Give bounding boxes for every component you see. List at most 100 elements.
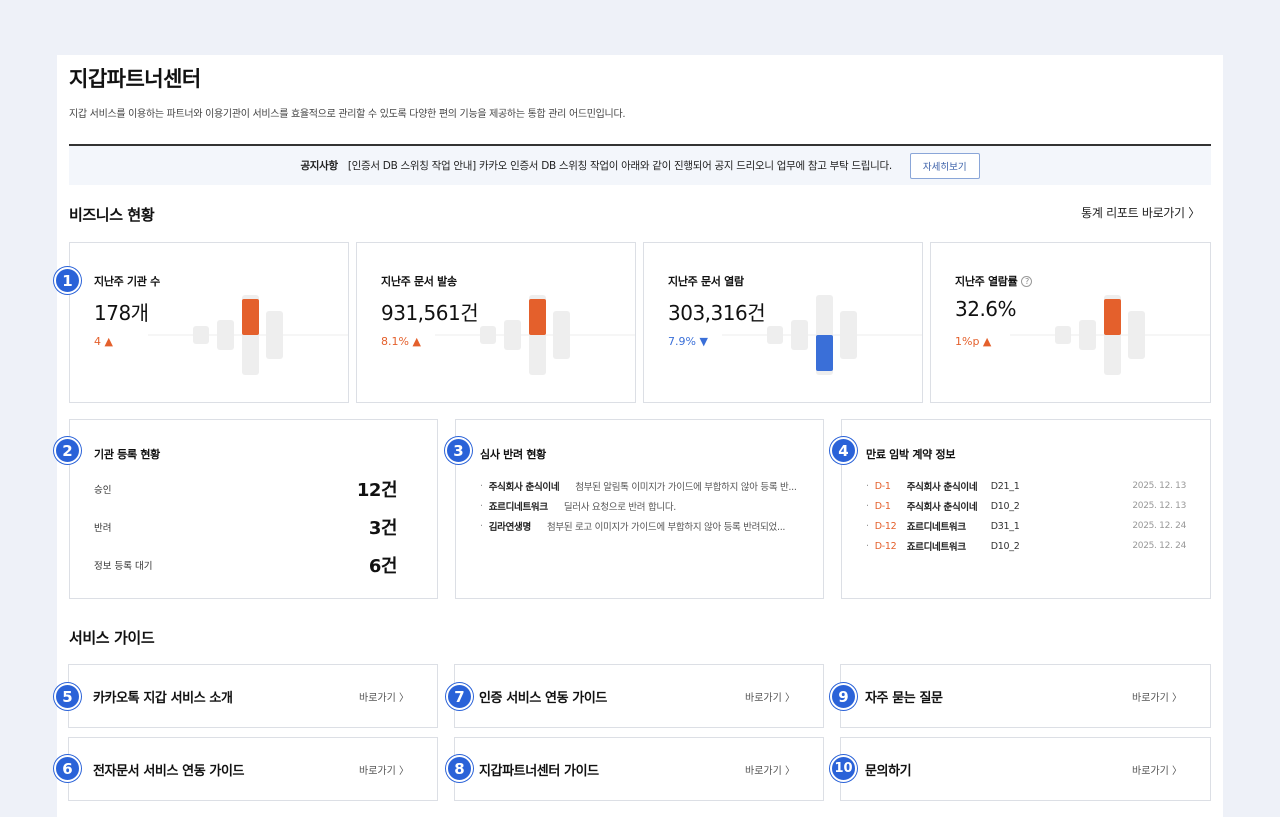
company-name: 주식회사 춘식이네	[906, 502, 978, 513]
contract-code: D10_2	[990, 540, 1020, 552]
list-item[interactable]: · D-1 주식회사 춘식이네 D21_1 2025. 12. 13	[866, 480, 1186, 494]
chart-bar	[1079, 320, 1096, 350]
rejection-title: 심사 반려 현황	[480, 448, 546, 461]
stat-mini-chart	[148, 295, 348, 375]
notice-bar: 공지사항 [인증서 DB 스위칭 작업 안내] 카카오 인증서 DB 스위칭 작…	[69, 146, 1211, 185]
annotation-badge: 10	[830, 755, 857, 782]
registration-value[interactable]: 6건	[368, 556, 398, 577]
chart-bar	[1055, 326, 1071, 344]
guide-kakaotalk-wallet-intro[interactable]: 카카오톡 지갑 서비스 소개 바로가기 〉	[68, 664, 438, 728]
page-description: 지갑 서비스를 이용하는 파트너와 이용기관이 서비스를 효율적으로 관리할 수…	[69, 109, 626, 120]
guide-faq[interactable]: 자주 묻는 질문 바로가기 〉	[840, 664, 1211, 728]
guide-go-link[interactable]: 바로가기 〉	[745, 765, 795, 777]
annotation-badge: 7	[446, 683, 473, 710]
company-name: 죠르디네트워크	[906, 542, 966, 553]
contract-code: D31_1	[990, 520, 1020, 532]
list-item[interactable]: · D-1 주식회사 춘식이네 D10_2 2025. 12. 13	[866, 500, 1186, 514]
guide-contact[interactable]: 문의하기 바로가기 〉	[840, 737, 1211, 801]
company-name: 김라연생명	[488, 522, 532, 533]
stat-value: 178개	[94, 301, 149, 325]
stat-label: 지난주 열람률?	[955, 273, 1033, 289]
notice-detail-button[interactable]: 자세히보기	[909, 152, 980, 179]
chart-bar	[840, 311, 857, 359]
chart-bar	[193, 326, 209, 344]
chart-bar	[1128, 311, 1145, 359]
guide-go-link[interactable]: 바로가기 〉	[745, 692, 795, 704]
stat-change: 1%p ▲	[955, 335, 992, 348]
chart-bar	[791, 320, 808, 350]
chart-bar	[504, 320, 521, 350]
page-title: 지갑파트너센터	[69, 67, 201, 91]
company-name: 주식회사 춘식이네	[488, 482, 560, 493]
contract-code: D21_1	[990, 480, 1020, 492]
stat-value: 303,316건	[668, 301, 766, 325]
guide-auth-integration[interactable]: 인증 서비스 연동 가이드 바로가기 〉	[454, 664, 824, 728]
stats-report-link[interactable]: 통계 리포트 바로가기 〉	[1081, 206, 1200, 220]
stat-card-documents-sent: 지난주 문서 발송 931,561건 8.1% ▲	[356, 242, 636, 403]
stat-mini-chart	[1010, 295, 1210, 375]
stat-value: 931,561건	[381, 301, 479, 325]
list-item[interactable]: · 죠르디네트워크 딜러사 요청으로 반려 합니다.	[480, 500, 676, 514]
guide-title: 인증 서비스 연동 가이드	[479, 690, 607, 706]
annotation-badge: 1	[54, 267, 81, 294]
guide-go-link[interactable]: 바로가기 〉	[359, 765, 409, 777]
registration-value[interactable]: 3건	[368, 518, 398, 539]
list-item[interactable]: · 주식회사 춘식이네 첨부된 알림톡 이미지가 가이드에 부합하지 않아 등록 반…	[480, 480, 797, 494]
guide-e-document-integration[interactable]: 전자문서 서비스 연동 가이드 바로가기 〉	[68, 737, 438, 801]
guide-section-title: 서비스 가이드	[69, 629, 155, 647]
guide-go-link[interactable]: 바로가기 〉	[359, 692, 409, 704]
stat-mini-chart	[435, 295, 635, 375]
contract-list: · D-1 주식회사 춘식이네 D21_1 2025. 12. 13 · D-1 주식회사 …	[866, 476, 1186, 556]
dday-label: D-1	[874, 480, 891, 492]
annotation-badge: 5	[54, 683, 81, 710]
stat-label: 지난주 기관 수	[94, 275, 160, 288]
stat-label-text: 지난주 열람률	[955, 275, 1018, 288]
stat-change: 4 ▲	[94, 335, 113, 348]
guide-title: 전자문서 서비스 연동 가이드	[93, 763, 245, 779]
stat-mini-chart	[722, 295, 922, 375]
company-name: 죠르디네트워크	[488, 502, 548, 513]
guide-title: 지갑파트너센터 가이드	[479, 763, 599, 779]
notice-text[interactable]: [인증서 DB 스위칭 작업 안내] 카카오 인증서 DB 스위칭 작업이 아래…	[347, 160, 892, 172]
list-item[interactable]: · D-12 죠르디네트워크 D10_2 2025. 12. 24	[866, 540, 1186, 554]
annotation-badge: 4	[830, 437, 857, 464]
list-item[interactable]: · D-12 죠르디네트워크 D31_1 2025. 12. 24	[866, 520, 1186, 534]
contract-code: D10_2	[990, 500, 1020, 512]
company-name: 주식회사 춘식이네	[906, 482, 978, 493]
guide-partner-center[interactable]: 지갑파트너센터 가이드 바로가기 〉	[454, 737, 824, 801]
stat-card-view-rate: 지난주 열람률? 32.6% 1%p ▲	[930, 242, 1211, 403]
stat-label: 지난주 문서 열람	[668, 275, 744, 288]
stat-change: 8.1% ▲	[381, 335, 421, 348]
guide-title: 카카오톡 지갑 서비스 소개	[93, 690, 233, 706]
registration-row: 승인 12건	[94, 476, 398, 502]
dday-label: D-12	[874, 520, 897, 532]
company-name: 죠르디네트워크	[906, 522, 966, 533]
guide-go-link[interactable]: 바로가기 〉	[1132, 692, 1182, 704]
registration-row: 반려 3건	[94, 514, 398, 540]
chart-bar	[217, 320, 234, 350]
chart-bar-highlight	[1104, 299, 1121, 335]
contract-title: 만료 임박 계약 정보	[866, 448, 956, 461]
stat-change: 7.9% ▼	[668, 335, 708, 348]
rejection-reason: 첨부된 로고 이미지가 가이드에 부합하지 않아 등록 반려되었...	[546, 522, 786, 533]
guide-go-link[interactable]: 바로가기 〉	[1132, 765, 1182, 777]
chart-bar-highlight	[242, 299, 259, 335]
help-icon[interactable]: ?	[1021, 276, 1033, 287]
chart-bar	[553, 311, 570, 359]
stat-card-documents-viewed: 지난주 문서 열람 303,316건 7.9% ▼	[643, 242, 923, 403]
contract-date: 2025. 12. 13	[1132, 501, 1186, 511]
rejection-reason: 첨부된 알림톡 이미지가 가이드에 부합하지 않아 등록 반...	[575, 482, 797, 493]
registration-value[interactable]: 12건	[356, 480, 398, 501]
annotation-badge: 2	[54, 437, 81, 464]
registration-card: 기관 등록 현황 승인 12건 반려 3건 정보 등록 대기 6건	[69, 419, 438, 599]
dday-label: D-12	[874, 540, 897, 552]
list-item[interactable]: · 김라연생명 첨부된 로고 이미지가 가이드에 부합하지 않아 등록 반려되었..…	[480, 520, 786, 534]
guide-title: 문의하기	[865, 763, 912, 779]
annotation-badge: 9	[830, 683, 857, 710]
registration-row: 정보 등록 대기 6건	[94, 552, 398, 578]
contract-date: 2025. 12. 24	[1132, 521, 1186, 531]
chart-bar-highlight	[529, 299, 546, 335]
stat-value: 32.6%	[955, 297, 1017, 321]
rejection-reason: 딜러사 요청으로 반려 합니다.	[563, 502, 676, 513]
registration-label: 반려	[94, 523, 112, 534]
